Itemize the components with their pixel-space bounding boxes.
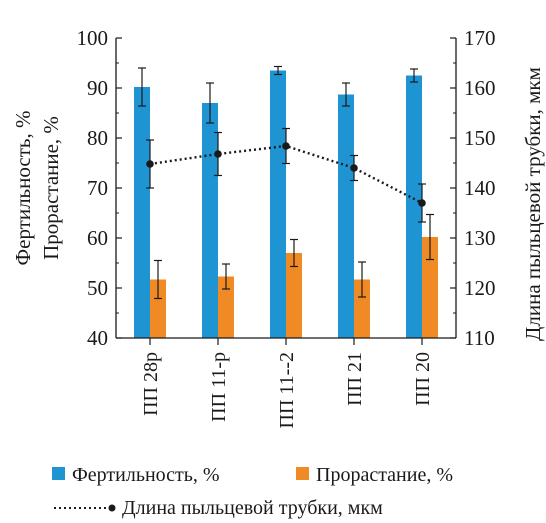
left-axis-title: Фертильность, % Прорастание, % [11,111,63,266]
right-tick-label-1: 120 [464,276,496,300]
right-tick-label-0: 110 [464,326,495,350]
point-tube-length-1 [214,150,222,158]
bar-germination-3 [354,279,370,338]
bars-group [134,70,438,338]
right-tick-label-2: 130 [464,226,496,250]
left-tick-label-0: 40 [87,326,108,350]
bar-germination-2 [286,253,302,338]
point-tube-length-2 [282,142,290,150]
legend-line-marker [108,504,116,512]
x-tick-label-1: ПП 11-р [208,352,230,422]
ticks-group: 40 50 60 70 80 90 100 110 120 130 140 150 160 170 ПП 2… [77,26,496,428]
legend-swatch-fertility [52,467,65,480]
point-tube-length-4 [418,199,426,207]
point-tube-length-0 [146,160,154,168]
right-tick-label-6: 170 [464,26,496,50]
left-tick-label-5: 90 [87,76,108,100]
right-axis-title: Длина пыльцевой трубки, мкм [521,67,545,341]
legend-swatch-germination [296,467,309,480]
x-tick-label-4: ПП 20 [412,352,434,406]
left-axis-title-line1: Фертильность, % [11,111,35,266]
point-tube-length-3 [350,164,358,172]
left-tick-label-4: 80 [87,126,108,150]
legend-label-germination: Прорастание, % [316,464,453,486]
line-series-group [146,142,426,207]
bar-fertility-3 [338,94,354,338]
bar-germination-0 [150,279,166,338]
legend: Фертильность, % Прорастание, % Длина пыл… [52,464,453,519]
bar-fertility-1 [202,103,218,338]
left-axis-title-line2: Прорастание, % [39,116,63,260]
left-tick-label-2: 60 [87,226,108,250]
legend-label-fertility: Фертильность, % [72,464,220,486]
bar-fertility-0 [134,87,150,338]
legend-label-tube-length: Длина пыльцевой трубки, мкм [122,497,383,519]
bar-germination-1 [218,276,234,338]
left-tick-label-6: 100 [77,26,109,50]
right-tick-label-4: 150 [464,126,496,150]
left-tick-label-1: 50 [87,276,108,300]
left-tick-label-3: 70 [87,176,108,200]
line-tube-length [149,144,423,205]
x-tick-label-3: ПП 21 [344,352,366,406]
bar-germination-4 [422,237,438,338]
right-tick-label-5: 160 [464,76,496,100]
bar-fertility-4 [406,75,422,338]
x-tick-label-0: ПП 28р [140,352,162,416]
right-tick-label-3: 140 [464,176,496,200]
bar-fertility-2 [270,70,286,338]
x-tick-label-2: ПП 11--2 [276,352,298,428]
